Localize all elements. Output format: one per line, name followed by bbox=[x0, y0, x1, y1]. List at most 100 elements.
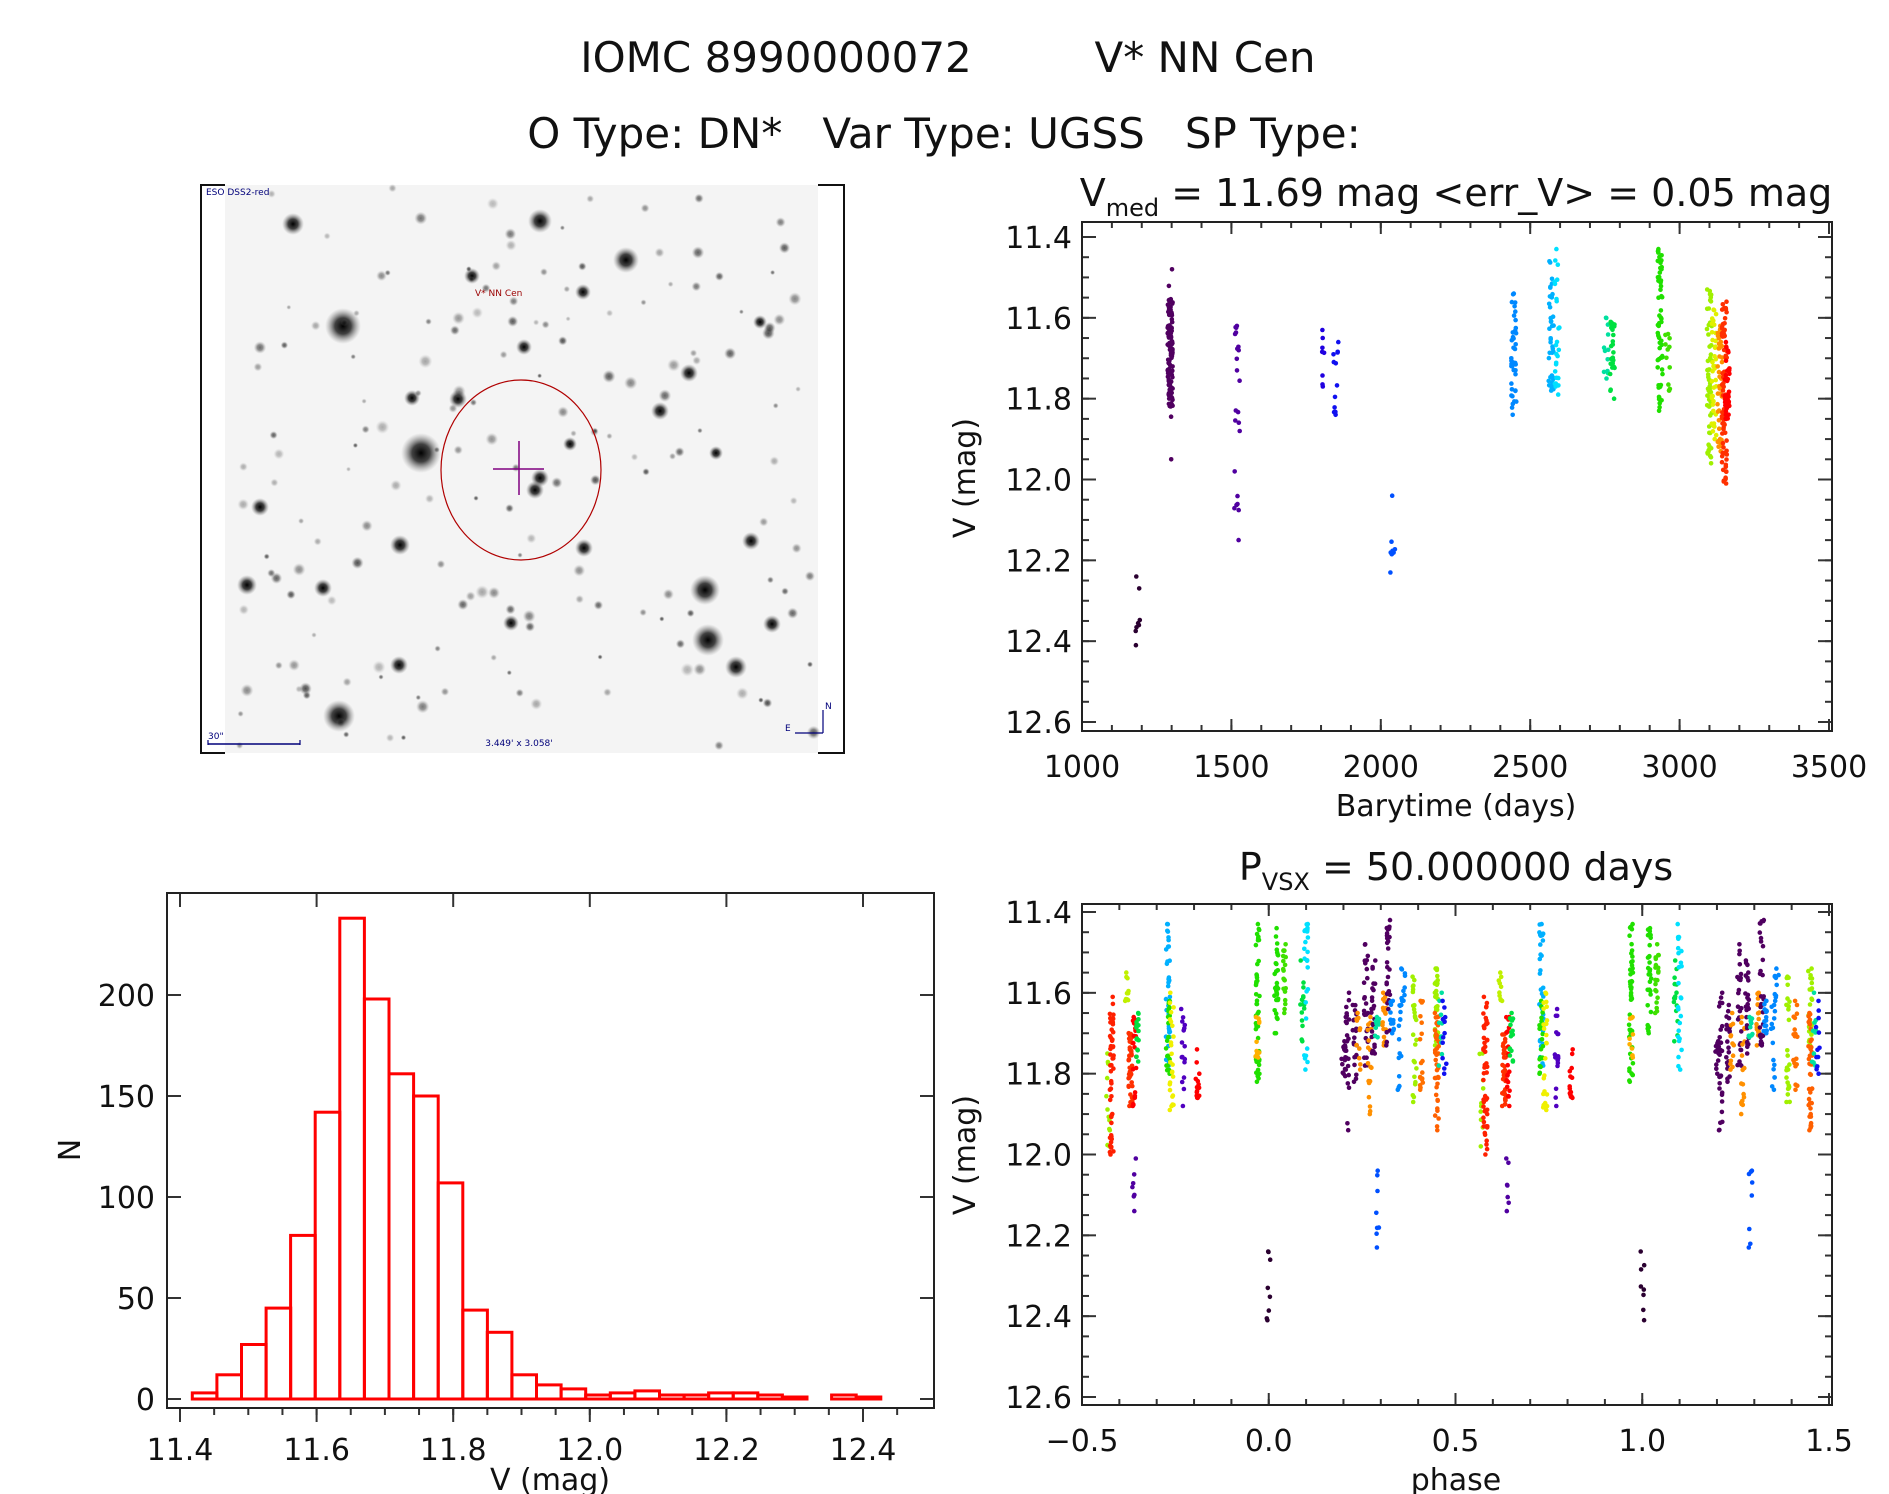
histogram-bar bbox=[854, 1395, 883, 1401]
phased-point bbox=[1110, 1019, 1116, 1025]
phased-point bbox=[1510, 1059, 1516, 1064]
lightcurve-point bbox=[1655, 258, 1661, 264]
finder-star bbox=[694, 193, 704, 204]
lightcurve-point bbox=[1514, 399, 1519, 404]
lightcurve-point bbox=[1234, 356, 1240, 362]
lightcurve-point bbox=[1710, 337, 1715, 343]
finder-star bbox=[239, 462, 248, 472]
phased-point bbox=[1507, 1069, 1512, 1074]
phased-point bbox=[1739, 1020, 1744, 1025]
phased-point bbox=[1638, 1249, 1643, 1254]
phased-point bbox=[1303, 1067, 1308, 1072]
finder-star bbox=[680, 662, 695, 677]
phased-point bbox=[1482, 1040, 1487, 1046]
phased-point bbox=[1484, 1004, 1489, 1009]
finder-star bbox=[263, 553, 270, 560]
phased-point bbox=[1725, 1039, 1730, 1044]
lightcurve-point bbox=[1667, 365, 1672, 370]
phased-point bbox=[1654, 942, 1660, 947]
phased-point bbox=[1357, 1067, 1363, 1072]
phased-point bbox=[1256, 934, 1261, 940]
finder-star bbox=[340, 318, 349, 327]
phased-point bbox=[1737, 942, 1742, 947]
finder-star bbox=[449, 325, 460, 336]
lightcurve-point bbox=[1236, 420, 1242, 426]
phased-point bbox=[1124, 970, 1129, 975]
phased-point bbox=[1498, 974, 1504, 980]
histogram-xtick-label: 11.6 bbox=[283, 1433, 350, 1468]
phased-point bbox=[1107, 1097, 1113, 1103]
phased-point bbox=[1719, 990, 1725, 996]
finder-star bbox=[353, 309, 360, 317]
lightcurve-ytick-label: 12.6 bbox=[1005, 706, 1072, 741]
finder-star bbox=[565, 316, 571, 322]
finder-star bbox=[539, 268, 548, 276]
phased-point bbox=[1787, 1062, 1792, 1067]
phased-point bbox=[1434, 1067, 1440, 1073]
phased-point bbox=[1388, 1010, 1393, 1015]
lightcurve-point bbox=[1510, 292, 1516, 297]
phased-point bbox=[1375, 1173, 1380, 1178]
histogram-bar bbox=[731, 1391, 760, 1401]
phased-point bbox=[1344, 1013, 1350, 1018]
phased-point bbox=[1791, 1057, 1796, 1063]
phased-point bbox=[1672, 958, 1678, 963]
lightcurve-point bbox=[1236, 347, 1241, 353]
histogram-frame bbox=[166, 892, 935, 1409]
finder-fov-label: 3.449' x 3.058' bbox=[485, 739, 553, 749]
phased-point bbox=[1537, 1071, 1542, 1076]
phased-point bbox=[1630, 1061, 1636, 1066]
phased-point bbox=[1647, 929, 1653, 934]
phased-point bbox=[1374, 1245, 1380, 1250]
finder-star bbox=[642, 468, 650, 476]
phased-point bbox=[1194, 1047, 1200, 1052]
finder-star bbox=[236, 741, 244, 750]
phased-point bbox=[1410, 1032, 1416, 1037]
finder-east-label: E bbox=[785, 724, 791, 734]
phased-point bbox=[1505, 1194, 1510, 1200]
phased-point bbox=[1787, 999, 1792, 1004]
finder-star bbox=[253, 362, 263, 372]
phased-point bbox=[1170, 1074, 1176, 1079]
phased-point bbox=[1641, 1262, 1647, 1268]
phased-point bbox=[1538, 987, 1544, 992]
phased-point bbox=[1345, 1127, 1351, 1133]
finder-star bbox=[425, 318, 432, 325]
finder-star bbox=[557, 406, 569, 418]
finder-star bbox=[516, 339, 532, 355]
lightcurve-point bbox=[1724, 378, 1730, 384]
phased-point bbox=[1256, 1062, 1262, 1068]
phased-point bbox=[1181, 1086, 1187, 1092]
lightcurve-point bbox=[1726, 367, 1731, 372]
phased-point bbox=[1769, 1084, 1775, 1089]
phased-point bbox=[1482, 1109, 1488, 1114]
phased-point bbox=[1369, 1029, 1375, 1034]
lightcurve-point bbox=[1708, 413, 1713, 418]
phased-point bbox=[1363, 1012, 1369, 1017]
phased-point bbox=[1111, 1066, 1116, 1071]
lightcurve-xtick-label: 3000 bbox=[1641, 750, 1717, 785]
phased-point bbox=[1256, 1009, 1261, 1015]
phased-point bbox=[1165, 1063, 1170, 1068]
lightcurve-point bbox=[1237, 428, 1242, 434]
lightcurve-ylabel: V (mag) bbox=[948, 418, 983, 538]
phased-point bbox=[1498, 984, 1504, 990]
phased-point bbox=[1346, 1017, 1352, 1022]
phased-point bbox=[1170, 1094, 1175, 1099]
phased-point bbox=[1627, 1036, 1632, 1042]
phased-point bbox=[1410, 984, 1416, 989]
histogram-bar bbox=[436, 1181, 465, 1401]
finder-star bbox=[490, 654, 498, 661]
phased-point bbox=[1726, 1002, 1732, 1008]
finder-star bbox=[486, 197, 499, 210]
phased-point bbox=[1354, 1042, 1359, 1048]
finder-star bbox=[770, 269, 776, 276]
phased-point bbox=[1107, 1128, 1113, 1133]
phased-point bbox=[1136, 1028, 1141, 1034]
phased-point bbox=[1387, 917, 1393, 923]
histogram-bar bbox=[559, 1387, 588, 1401]
phased-point bbox=[1484, 1138, 1489, 1143]
lightcurve-xlabel: Barytime (days) bbox=[1336, 789, 1577, 824]
finder-star bbox=[499, 350, 508, 359]
phased-point bbox=[1385, 974, 1391, 980]
